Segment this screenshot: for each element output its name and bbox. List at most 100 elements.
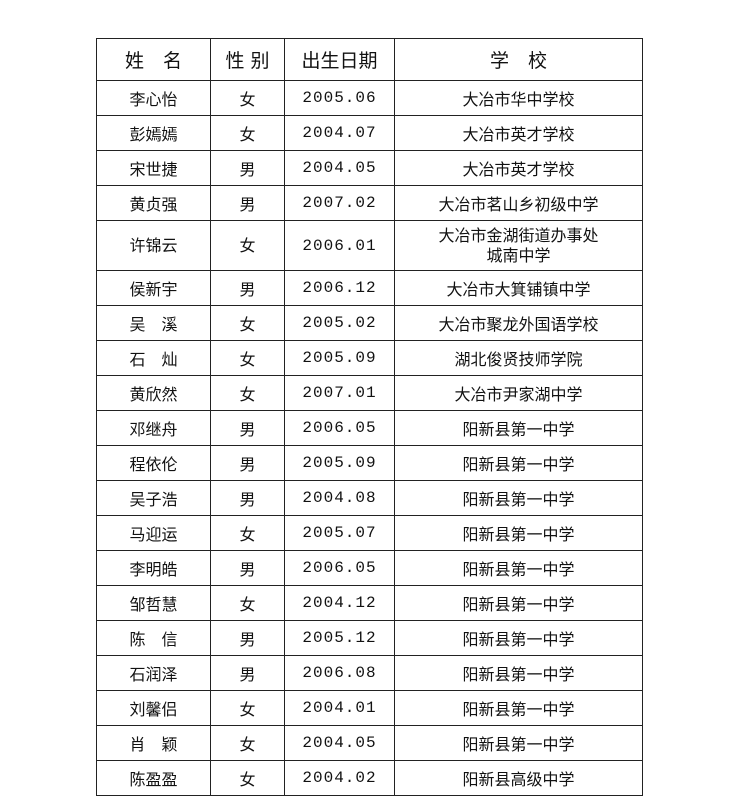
cell-birth-date: 2005.09 <box>284 340 395 376</box>
cell-name: 宋世捷 <box>96 150 211 186</box>
table-row: 吴 溪女 2005.02 大冶市聚龙外国语学校 <box>96 305 643 341</box>
cell-birth-date: 2006.05 <box>284 550 395 586</box>
cell-school: 阳新县第一中学 <box>394 690 643 726</box>
cell-birth-date: 2004.07 <box>284 115 395 151</box>
cell-birth-date: 2007.01 <box>284 375 395 411</box>
table-row: 陈盈盈女 2004.02 阳新县高级中学 <box>96 760 643 796</box>
cell-name: 邓继舟 <box>96 410 211 446</box>
cell-birth-date: 2005.09 <box>284 445 395 481</box>
header-gender: 性 别 <box>210 38 285 81</box>
cell-name: 马迎运 <box>96 515 211 551</box>
table-row: 肖 颖女 2004.05 阳新县第一中学 <box>96 725 643 761</box>
cell-name: 吴 溪 <box>96 305 211 341</box>
cell-gender: 女 <box>210 375 285 411</box>
cell-name: 吴子浩 <box>96 480 211 516</box>
cell-school: 阳新县第一中学 <box>394 620 643 656</box>
table-row: 侯新宇男 2006.12 大冶市大箕铺镇中学 <box>96 270 643 306</box>
student-table: 姓 名 性 别 出生日期 学 校 李心怡女 2005.06 大冶市华中学校 彭嫣嫣女 2… <box>96 38 643 796</box>
table-row: 程依伦男 2005.09 阳新县第一中学 <box>96 445 643 481</box>
cell-school: 大冶市金湖街道办事处 城南中学 <box>394 220 643 271</box>
cell-birth-date: 2004.05 <box>284 725 395 761</box>
cell-name: 肖 颖 <box>96 725 211 761</box>
cell-school: 阳新县第一中学 <box>394 515 643 551</box>
cell-gender: 女 <box>210 340 285 376</box>
cell-birth-date: 2006.05 <box>284 410 395 446</box>
cell-name: 李明皓 <box>96 550 211 586</box>
table-row: 黄贞强男 2007.02 大冶市茗山乡初级中学 <box>96 185 643 221</box>
school-line-1: 大冶市金湖街道办事处 <box>438 225 599 245</box>
cell-birth-date: 2004.05 <box>284 150 395 186</box>
cell-birth-date: 2006.08 <box>284 655 395 691</box>
cell-gender: 女 <box>210 725 285 761</box>
cell-gender: 女 <box>210 690 285 726</box>
cell-name: 石 灿 <box>96 340 211 376</box>
cell-birth-date: 2004.01 <box>284 690 395 726</box>
cell-school: 大冶市茗山乡初级中学 <box>394 185 643 221</box>
cell-gender: 男 <box>210 270 285 306</box>
header-name: 姓 名 <box>96 38 211 81</box>
cell-school: 阳新县第一中学 <box>394 585 643 621</box>
cell-name: 陈盈盈 <box>96 760 211 796</box>
cell-gender: 女 <box>210 80 285 116</box>
table-row: 许锦云女 2006.01 大冶市金湖街道办事处 城南中学 <box>96 220 643 271</box>
cell-birth-date: 2006.12 <box>284 270 395 306</box>
cell-birth-date: 2007.02 <box>284 185 395 221</box>
cell-school: 大冶市英才学校 <box>394 150 643 186</box>
cell-gender: 女 <box>210 515 285 551</box>
cell-school: 阳新县第一中学 <box>394 655 643 691</box>
cell-school: 阳新县第一中学 <box>394 480 643 516</box>
cell-school: 阳新县第一中学 <box>394 725 643 761</box>
cell-name: 彭嫣嫣 <box>96 115 211 151</box>
table-row: 黄欣然女 2007.01 大冶市尹家湖中学 <box>96 375 643 411</box>
cell-name: 黄贞强 <box>96 185 211 221</box>
header-row: 姓 名 性 别 出生日期 学 校 <box>96 38 643 81</box>
cell-gender: 女 <box>210 115 285 151</box>
cell-school: 湖北俊贤技师学院 <box>394 340 643 376</box>
cell-birth-date: 2005.02 <box>284 305 395 341</box>
cell-school: 阳新县第一中学 <box>394 445 643 481</box>
table-row: 邹哲慧女 2004.12 阳新县第一中学 <box>96 585 643 621</box>
cell-birth-date: 2004.02 <box>284 760 395 796</box>
table-row: 陈 信男 2005.12 阳新县第一中学 <box>96 620 643 656</box>
cell-school: 大冶市聚龙外国语学校 <box>394 305 643 341</box>
cell-name: 陈 信 <box>96 620 211 656</box>
table-row: 吴子浩男 2004.08 阳新县第一中学 <box>96 480 643 516</box>
cell-name: 侯新宇 <box>96 270 211 306</box>
cell-school: 大冶市英才学校 <box>394 115 643 151</box>
cell-birth-date: 2004.08 <box>284 480 395 516</box>
cell-birth-date: 2005.06 <box>284 80 395 116</box>
cell-name: 石润泽 <box>96 655 211 691</box>
cell-name: 黄欣然 <box>96 375 211 411</box>
table-row: 石润泽男 2006.08 阳新县第一中学 <box>96 655 643 691</box>
cell-birth-date: 2006.01 <box>284 220 395 271</box>
cell-school: 大冶市华中学校 <box>394 80 643 116</box>
table-row: 宋世捷男 2004.05 大冶市英才学校 <box>96 150 643 186</box>
table-row: 马迎运女 2005.07 阳新县第一中学 <box>96 515 643 551</box>
table-row: 邓继舟男 2006.05 阳新县第一中学 <box>96 410 643 446</box>
cell-name: 程依伦 <box>96 445 211 481</box>
cell-gender: 男 <box>210 150 285 186</box>
cell-school: 阳新县高级中学 <box>394 760 643 796</box>
cell-gender: 女 <box>210 220 285 271</box>
cell-gender: 男 <box>210 185 285 221</box>
cell-gender: 男 <box>210 445 285 481</box>
cell-gender: 女 <box>210 305 285 341</box>
table-row: 刘馨侣女 2004.01 阳新县第一中学 <box>96 690 643 726</box>
table-row: 石 灿女 2005.09 湖北俊贤技师学院 <box>96 340 643 376</box>
cell-birth-date: 2005.07 <box>284 515 395 551</box>
school-line-2: 城南中学 <box>486 245 551 265</box>
header-birth-date: 出生日期 <box>284 38 395 81</box>
cell-gender: 男 <box>210 410 285 446</box>
cell-birth-date: 2004.12 <box>284 585 395 621</box>
table-row: 李明皓男 2006.05 阳新县第一中学 <box>96 550 643 586</box>
table-row: 彭嫣嫣女 2004.07 大冶市英才学校 <box>96 115 643 151</box>
cell-name: 许锦云 <box>96 220 211 271</box>
cell-name: 李心怡 <box>96 80 211 116</box>
cell-school: 大冶市大箕铺镇中学 <box>394 270 643 306</box>
header-school: 学 校 <box>394 38 643 81</box>
cell-gender: 男 <box>210 550 285 586</box>
cell-name: 邹哲慧 <box>96 585 211 621</box>
cell-gender: 男 <box>210 480 285 516</box>
cell-name: 刘馨侣 <box>96 690 211 726</box>
cell-school: 阳新县第一中学 <box>394 410 643 446</box>
